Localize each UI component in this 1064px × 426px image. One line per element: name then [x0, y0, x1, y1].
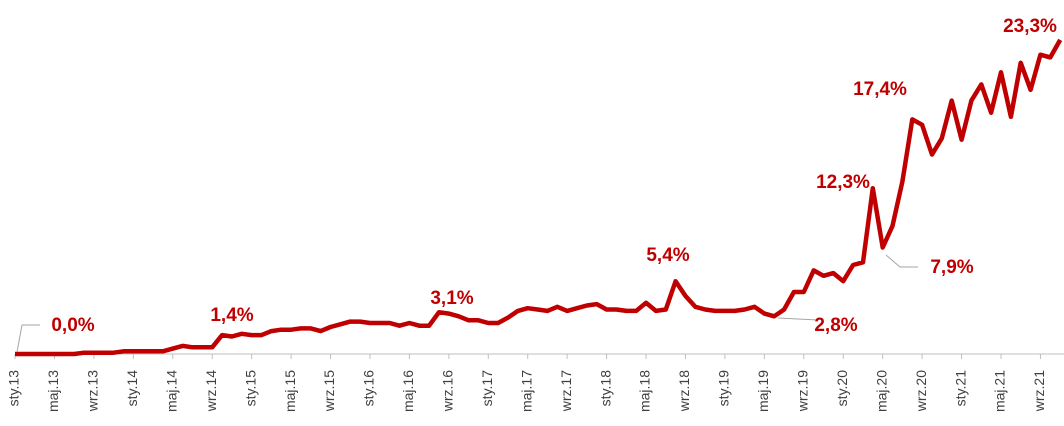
data-label: 12,3%	[816, 172, 870, 193]
x-tick-label: maj.14	[163, 370, 179, 412]
x-tick-label: wrz.19	[795, 370, 811, 412]
leader-line	[885, 254, 918, 268]
line	[15, 38, 1063, 357]
x-tick-label: sty.16	[361, 370, 377, 407]
x-tick-label: maj.19	[755, 370, 771, 412]
leader-line	[16, 324, 40, 353]
x-tick-label: wrz.14	[203, 370, 219, 412]
x-tick-label: wrz.16	[440, 370, 456, 412]
data-label: 5,4%	[646, 245, 689, 266]
x-tick-label: sty.20	[834, 370, 850, 407]
x-tick-label: maj.18	[637, 370, 653, 412]
x-tick-label: sty.21	[952, 370, 968, 407]
x-tick-label: maj.17	[518, 370, 534, 412]
x-tick-label: maj.16	[400, 370, 416, 412]
data-label: 7,9%	[930, 257, 973, 278]
x-tick-label: sty.19	[716, 370, 732, 407]
data-label: 3,1%	[430, 288, 473, 309]
x-tick-label: sty.17	[479, 370, 495, 407]
x-tick-label: wrz.17	[558, 370, 574, 412]
data-label: 2,8%	[814, 315, 857, 336]
x-tick-label: sty.14	[124, 370, 140, 407]
x-tick-label: wrz.20	[913, 370, 929, 412]
x-tick-label: wrz.18	[676, 370, 692, 412]
x-tick-label: wrz.13	[85, 370, 101, 412]
x-tick-label: maj.20	[873, 370, 889, 412]
x-tick-label: maj.21	[992, 370, 1008, 412]
data-label: 23,3%	[1003, 16, 1057, 37]
x-tick-label: wrz.21	[1031, 370, 1047, 412]
data-label: 0,0%	[51, 315, 94, 336]
x-tick-label: sty.18	[597, 370, 613, 407]
data-label: 1,4%	[210, 305, 253, 326]
leader-line	[777, 317, 819, 321]
x-tick-label: sty.15	[242, 370, 258, 407]
x-tick-label: maj.13	[45, 370, 61, 412]
data-label: 17,4%	[853, 79, 907, 100]
x-tick-label: wrz.15	[321, 370, 337, 412]
x-tick-label: maj.15	[282, 370, 298, 412]
x-tick-label: sty.13	[6, 370, 22, 407]
